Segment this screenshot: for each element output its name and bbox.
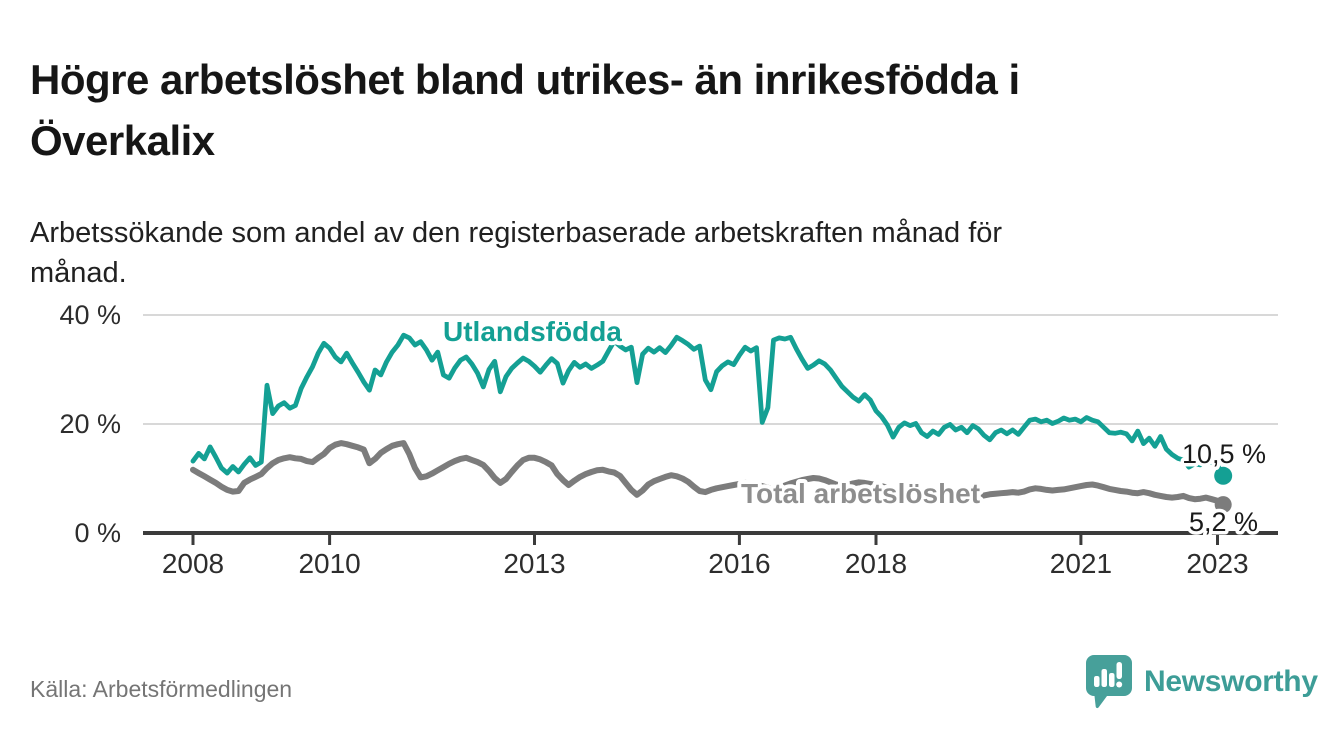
- newsworthy-logo: Newsworthy: [1086, 654, 1318, 710]
- logo-bar-1: [1094, 676, 1100, 687]
- newsworthy-speech-bubble-barchart-icon: [1086, 655, 1132, 709]
- logo-bar-2: [1101, 669, 1107, 687]
- chart-subtitle: Arbetssökande som andel av den registerb…: [30, 213, 1250, 293]
- end-value-label: 5,2 %: [1189, 507, 1258, 537]
- series-label-utlandsfodda: Utlandsfödda: [443, 316, 622, 347]
- series-line-total: [190, 440, 1227, 508]
- title-line-2: Överkalix: [30, 117, 215, 165]
- line-chart: 2008 2010 2013 2016 2018 2021 2023 0 % 20 % 40 % T…: [59, 300, 1278, 579]
- newsworthy-wordmark: Newsworthy: [1144, 665, 1318, 698]
- logo-exclamation-dot: [1116, 681, 1123, 688]
- page-title: Högre arbetslöshet bland utrikes- än inr…: [30, 50, 1300, 172]
- chart-area: 2008 2010 2013 2016 2018 2021 2023 0 % 20 % 40 % T…: [0, 290, 1340, 600]
- x-tick-label: 2018: [845, 548, 907, 579]
- subtitle-line-1: Arbetssökande som andel av den registerb…: [30, 217, 1003, 249]
- logo-bar-3: [1109, 673, 1115, 687]
- x-tick-label: 2016: [708, 548, 770, 579]
- logo-exclamation-stem: [1116, 662, 1122, 679]
- series-end-dot: [1214, 496, 1232, 514]
- series-label-total: Total arbetslöshet: [741, 478, 980, 509]
- series-end-dot: [1214, 466, 1233, 485]
- subtitle-line-2: månad.: [30, 257, 127, 290]
- y-tick-label: 20 %: [59, 409, 121, 439]
- y-tick-label: 0 %: [74, 518, 121, 548]
- y-tick-label: 40 %: [59, 300, 121, 330]
- x-tick-label: 2021: [1050, 548, 1112, 579]
- x-tick-label: 2010: [298, 548, 360, 579]
- title-line-1: Högre arbetslöshet bland utrikes- än inr…: [30, 56, 1020, 104]
- end-value-label: 10,5 %: [1182, 439, 1266, 469]
- x-tick-label: 2013: [503, 548, 565, 579]
- series-line-utlandsfodda: [190, 332, 1226, 479]
- source-note: Källa: Arbetsförmedlingen: [30, 676, 293, 702]
- x-tick-label: 2023: [1186, 548, 1248, 579]
- x-tick-label: 2008: [162, 548, 224, 579]
